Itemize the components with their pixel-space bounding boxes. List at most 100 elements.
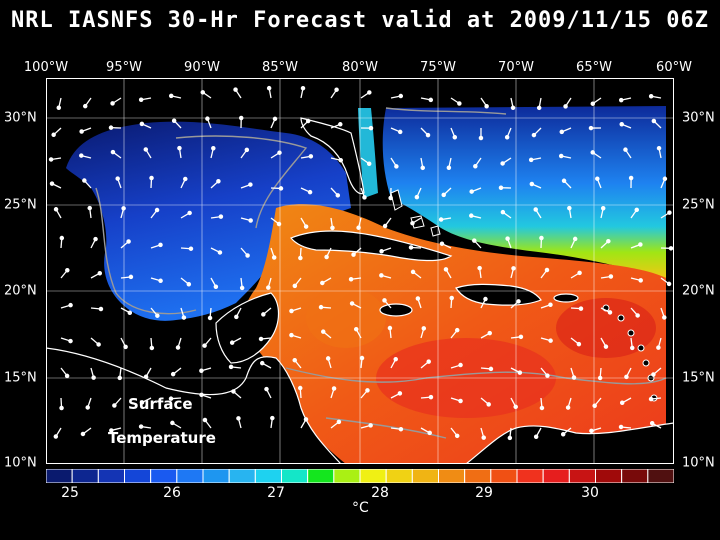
wind-arrow-head <box>181 315 187 320</box>
wind-arrow-head <box>603 344 609 349</box>
cuba <box>290 230 453 262</box>
lat-lon-grid <box>46 78 674 464</box>
wind-arrow-head <box>565 405 571 410</box>
wind-arrow-head <box>297 385 303 391</box>
map-label-surface: Surface <box>128 395 193 413</box>
wind-arrow-head <box>623 147 628 152</box>
wind-arrow-head <box>244 147 250 153</box>
wind-arrow-head <box>563 104 568 109</box>
wind-arrow-head <box>668 246 674 251</box>
florida <box>300 117 365 195</box>
wind-arrow-head <box>318 304 324 310</box>
colorbar-swatch <box>97 469 125 483</box>
wind-arrow-head <box>559 129 565 135</box>
colorbar-label: 28 <box>371 485 389 501</box>
wind-arrow-head <box>303 417 309 422</box>
wind-arrow-head <box>186 281 192 287</box>
colorbar-swatch <box>254 469 282 483</box>
wind-arrow-head <box>486 402 491 407</box>
wind-arrow-head <box>218 214 224 219</box>
wind-arrow-head <box>211 146 216 151</box>
wind-arrow-head <box>662 315 667 320</box>
colorbar-swatch <box>385 469 413 483</box>
lat-label: 30°N <box>4 110 37 126</box>
wind-arrow-head <box>217 250 223 255</box>
wind-arrow-head <box>292 283 298 289</box>
wind-arrow-head <box>481 435 486 440</box>
wind-arrow-head <box>619 122 624 127</box>
wind-arrow-head <box>415 296 421 301</box>
wind-arrow-head <box>420 165 425 171</box>
wind-arrow-head <box>507 435 513 441</box>
wind-arrow-head <box>115 176 120 181</box>
wind-arrow-head <box>139 121 145 127</box>
wind-arrow-head <box>303 224 309 229</box>
wind-arrow-head <box>488 366 494 372</box>
wind-arrow-head <box>428 394 434 400</box>
yucatan-peninsula <box>215 292 280 364</box>
wind-arrow-head <box>608 274 614 279</box>
wind-arrow-head <box>458 362 463 368</box>
wind-arrow-head <box>177 145 182 151</box>
wind-arrow-head <box>362 195 367 200</box>
colorbar-swatch <box>333 469 361 483</box>
colorbar-swatch <box>464 469 492 483</box>
wind-arrow-head <box>108 125 114 130</box>
wind-arrow-head <box>505 236 510 241</box>
wind-arrow-head <box>97 270 103 276</box>
wind-arrow-head <box>628 175 634 181</box>
atlantic-ocean <box>382 106 666 278</box>
colorbar-swatch <box>490 469 518 483</box>
wind-arrow-head <box>259 360 265 366</box>
wind-arrow-head <box>472 238 477 243</box>
wind-arrow-head <box>289 308 294 314</box>
wind-arrow-head <box>356 225 361 230</box>
wind-arrow-head <box>421 326 427 331</box>
lon-label: 90°W <box>184 60 220 75</box>
wind-arrow-head <box>469 213 474 218</box>
wind-arrow-head <box>397 129 403 135</box>
temperature-map <box>46 78 674 464</box>
wind-arrow-head <box>65 267 70 273</box>
wind-arrow-head <box>443 267 449 272</box>
wind-arrow-head <box>330 225 335 231</box>
wind-arrow-head <box>504 134 510 140</box>
wind-arrow-head <box>649 421 655 426</box>
colorbar-label: 27 <box>267 485 285 501</box>
wind-arrow-head <box>428 97 434 103</box>
lat-label: 20°N <box>682 283 715 299</box>
wind-arrow-head <box>353 326 359 332</box>
wind-arrow-head <box>607 310 613 315</box>
wind-arrow-head <box>408 245 414 250</box>
lat-label: 25°N <box>682 197 715 213</box>
wind-arrow-head <box>336 419 342 425</box>
wind-arrow-head <box>53 434 59 439</box>
wind-arrow-head <box>348 277 354 282</box>
lat-label: 10°N <box>682 455 715 471</box>
wind-arrow-head <box>368 423 373 428</box>
wind-arrow-head <box>388 195 393 201</box>
colorbar-label: 29 <box>475 485 493 501</box>
wind-arrow-head <box>516 299 521 304</box>
wind-arrow-head <box>592 403 597 408</box>
wind-arrow-head <box>590 101 596 106</box>
colorbar-unit: °C <box>352 500 369 516</box>
wind-arrow-head <box>307 189 313 195</box>
wind-arrow-head <box>143 374 149 379</box>
map-title: NRL IASNFS 30-Hr Forecast valid at 2009/… <box>10 8 709 33</box>
wind-arrow-head <box>484 104 489 109</box>
colorbar-swatch <box>228 469 256 483</box>
wind-arrow-head <box>320 329 326 334</box>
wind-arrow-head <box>228 364 234 370</box>
wind-arrow-head <box>245 253 250 258</box>
lat-label: 20°N <box>4 283 37 299</box>
wind-arrow-head <box>59 235 65 241</box>
wind-arrow-head <box>158 242 163 248</box>
wind-arrow-head <box>449 295 454 301</box>
wind-arrow-head <box>427 430 432 436</box>
wind-arrow-head <box>634 207 640 213</box>
wind-arrow-head <box>438 217 444 222</box>
wind-arrow-head <box>170 420 175 426</box>
wind-arrow-head <box>258 336 264 342</box>
wind-arrow-head <box>624 374 629 380</box>
